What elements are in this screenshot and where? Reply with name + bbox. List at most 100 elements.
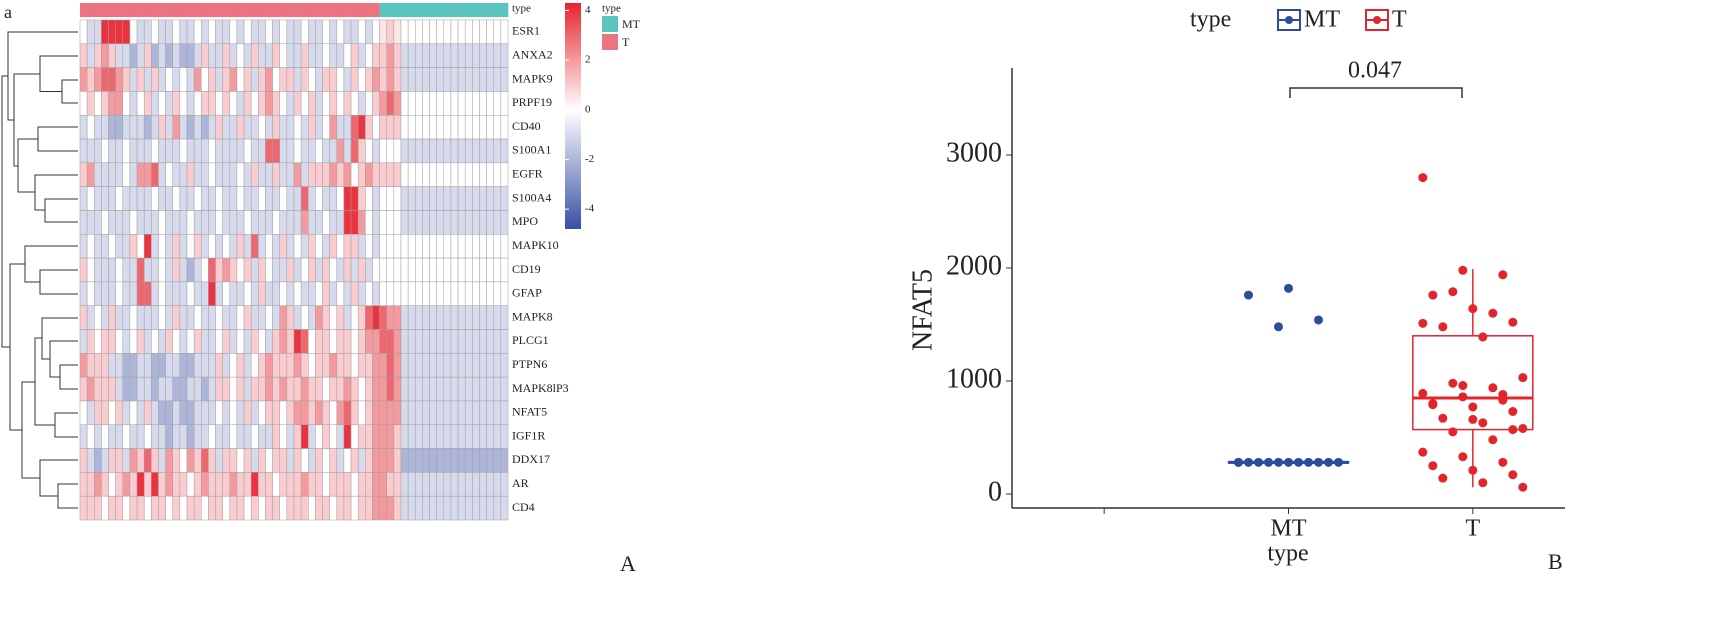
heatmap-cell — [129, 114, 138, 140]
heatmap-cell — [158, 138, 166, 164]
annotation-cell — [329, 3, 338, 17]
heatmap-cell — [143, 400, 152, 426]
heatmap-cell — [250, 281, 259, 306]
heatmap-cell — [379, 353, 387, 378]
heatmap-cell — [101, 376, 109, 402]
heatmap-cell — [186, 67, 195, 92]
heatmap-cell — [386, 353, 395, 378]
heatmap-cell — [329, 67, 338, 92]
heatmap-cell — [308, 257, 316, 283]
legend-key-dot — [1373, 16, 1381, 24]
annotation-cell — [301, 3, 309, 17]
heatmap-cell — [136, 424, 145, 449]
heatmap-cell — [115, 19, 124, 45]
significance-bracket — [1289, 87, 1463, 98]
heatmap-cell — [193, 424, 202, 449]
heatmap-cell — [101, 138, 109, 164]
annotation-cell — [258, 3, 266, 17]
heatmap-cell — [243, 376, 252, 402]
heatmap-cell — [472, 138, 480, 164]
heatmap-cell — [151, 495, 159, 521]
heatmap-cell — [472, 305, 480, 330]
heatmap-cell — [329, 353, 338, 378]
data-point — [1324, 457, 1333, 467]
heatmap-cell — [372, 138, 380, 164]
heatmap-cell — [486, 305, 494, 330]
heatmap-cell — [493, 329, 502, 354]
heatmap-cell — [315, 281, 323, 306]
heatmap-cell — [229, 376, 238, 402]
colorbar-tick-label: 4 — [585, 4, 591, 16]
heatmap-cell — [279, 424, 288, 449]
heatmap-cell — [300, 114, 309, 140]
heatmap-cell — [286, 114, 295, 140]
data-point — [1244, 290, 1253, 300]
heatmap-cell — [250, 114, 259, 140]
heatmap-cell — [486, 19, 494, 45]
heatmap-cell — [101, 257, 109, 283]
heatmap-cell — [250, 210, 259, 235]
heatmap-cell — [222, 424, 231, 449]
heatmap-cell — [208, 138, 216, 164]
heatmap-cell — [265, 424, 273, 449]
heatmap-cell — [165, 400, 173, 426]
heatmap-cell — [179, 448, 188, 473]
heatmap-cell — [94, 162, 102, 187]
heatmap-cell — [308, 162, 316, 187]
heatmap-cell — [479, 329, 487, 354]
heatmap-cell — [272, 305, 280, 330]
heatmap-cell — [315, 210, 323, 235]
data-point — [1488, 383, 1498, 393]
heatmap-cell — [136, 19, 145, 45]
heatmap-cell — [365, 114, 373, 140]
heatmap-cell — [179, 305, 188, 330]
heatmap-cell — [436, 329, 445, 354]
heatmap-cell — [136, 353, 145, 378]
heatmap-cell — [365, 257, 373, 283]
data-point — [1508, 425, 1518, 435]
heatmap-cell — [129, 281, 138, 306]
heatmap-cell — [300, 257, 309, 283]
heatmap-cell — [464, 67, 473, 92]
heatmap-cell — [229, 329, 238, 354]
heatmap-cell — [493, 257, 502, 283]
heatmap-cell — [386, 138, 395, 164]
heatmap-cell — [86, 329, 95, 354]
heatmap-cell — [429, 162, 437, 187]
heatmap-cell — [436, 43, 445, 68]
heatmap-cell — [215, 495, 223, 521]
heatmap-cell — [79, 138, 88, 164]
heatmap-cell — [193, 472, 202, 497]
heatmap-cell — [272, 400, 280, 426]
heatmap-cell — [279, 186, 288, 211]
heatmap-cell — [300, 400, 309, 426]
heatmap-cell — [215, 210, 223, 235]
heatmap-cell — [308, 138, 316, 164]
heatmap-cell — [193, 281, 202, 306]
heatmap-cell — [165, 329, 173, 354]
heatmap-cell — [486, 67, 494, 92]
annotation-cell — [472, 3, 480, 17]
heatmap-cell — [279, 353, 288, 378]
annotation-cell — [279, 3, 288, 17]
heatmap-cell — [193, 114, 202, 140]
heatmap-cell — [101, 400, 109, 426]
row-label: MAPK10 — [512, 238, 559, 252]
heatmap-cell — [450, 19, 459, 45]
heatmap-cell — [472, 91, 480, 116]
heatmap-cell — [443, 210, 452, 235]
heatmap-cell — [308, 114, 316, 140]
heatmap-cell — [108, 19, 116, 45]
heatmap-cell — [393, 114, 402, 140]
heatmap-cell — [250, 162, 259, 187]
heatmap-cell — [272, 234, 280, 259]
heatmap-cell — [179, 91, 188, 116]
heatmap-cell — [293, 448, 302, 473]
row-label: GFAP — [512, 286, 542, 300]
heatmap-cell — [429, 353, 437, 378]
heatmap-cell — [222, 114, 231, 140]
data-point — [1508, 470, 1518, 480]
heatmap-cell — [372, 234, 380, 259]
heatmap-cell — [336, 114, 345, 140]
heatmap-cell — [179, 472, 188, 497]
